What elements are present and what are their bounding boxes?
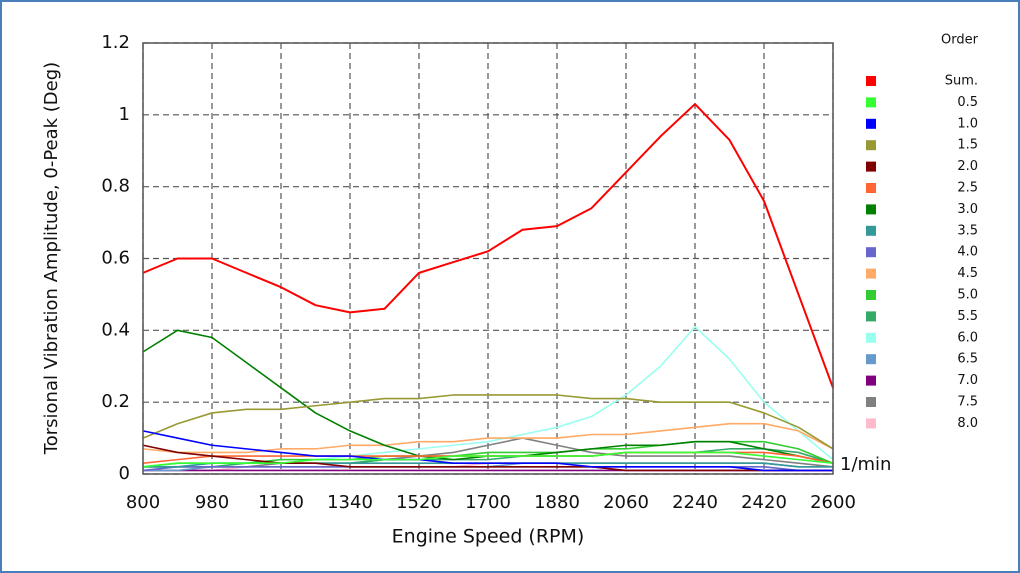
legend-swatch <box>866 268 876 279</box>
series-line <box>142 422 834 454</box>
legend-swatch <box>866 118 876 129</box>
legend-label: 6.5 <box>957 352 978 367</box>
series-line <box>142 444 833 472</box>
legend-label: 3.0 <box>957 202 978 217</box>
legend-label: 1.5 <box>957 138 978 153</box>
x-tick-label: 980 <box>195 492 229 513</box>
legend-swatch <box>866 97 876 108</box>
y-tick-label: 1 <box>119 104 130 125</box>
legend-swatch <box>866 290 876 300</box>
legend-swatch <box>866 225 876 236</box>
legend-swatch <box>866 161 876 172</box>
x-tick-label: 1520 <box>396 492 442 513</box>
series-line <box>143 437 834 468</box>
legend-swatch <box>866 397 876 407</box>
legend-label: 2.5 <box>957 181 978 196</box>
series-line <box>142 451 834 468</box>
legend-label: 5.0 <box>957 288 978 303</box>
legend-label: 4.0 <box>957 245 978 260</box>
series-line <box>142 394 834 450</box>
y-tick-label: 0.2 <box>101 391 130 412</box>
legend-swatch <box>866 354 876 365</box>
x-axis-label: Engine Speed (RPM) <box>392 526 585 548</box>
y-tick-label: 0 <box>119 463 130 484</box>
series-line <box>142 103 834 389</box>
x-tick-label: 800 <box>126 492 160 513</box>
y-tick-label: 0.6 <box>101 248 130 269</box>
y-tick-label: 0.4 <box>101 319 130 340</box>
legend-label: 8.0 <box>957 416 978 431</box>
legend-label: 1.0 <box>957 116 978 131</box>
lines <box>142 103 834 472</box>
legend-label: 7.5 <box>957 395 978 410</box>
legend-swatch <box>866 76 876 86</box>
plot-border <box>142 42 834 475</box>
legend-label: 5.5 <box>957 309 978 324</box>
x-tick-label: 1880 <box>534 492 580 513</box>
legend-swatch <box>866 247 876 258</box>
legend-label: 3.5 <box>957 223 978 238</box>
x-tick-label: 2600 <box>810 492 856 513</box>
legend-label: 7.0 <box>957 373 978 388</box>
legend-label: 0.5 <box>957 95 978 110</box>
x-tick-label: 2060 <box>603 492 649 513</box>
legend-label: 4.5 <box>957 266 978 281</box>
x-tick-label: 2240 <box>672 492 718 513</box>
legend-swatch <box>866 375 876 386</box>
legend-label: 6.0 <box>957 330 978 345</box>
series-line <box>142 430 833 472</box>
legend-label: 2.0 <box>957 159 978 174</box>
x-tick-label: 2420 <box>741 492 787 513</box>
legend-swatch <box>866 418 876 429</box>
legend-label: Sum. <box>945 74 978 89</box>
legend-swatch <box>866 204 876 215</box>
legend-swatch <box>866 183 876 193</box>
legend-swatch <box>866 140 876 151</box>
x-tick-label: 1340 <box>327 492 373 513</box>
y-tick-label: 0.8 <box>101 176 130 197</box>
y-tick-label: 1.2 <box>101 32 130 53</box>
unit-annotation: 1/min <box>840 454 891 475</box>
x-tick-label: 1700 <box>465 492 511 513</box>
y-axis-label: Torsional Vibration Amplitude, 0-Peak (D… <box>41 62 62 455</box>
legend-swatch <box>866 332 876 343</box>
legend-title: Order <box>941 33 979 48</box>
x-tick-label: 1160 <box>258 492 304 513</box>
legend-swatch <box>866 311 876 322</box>
